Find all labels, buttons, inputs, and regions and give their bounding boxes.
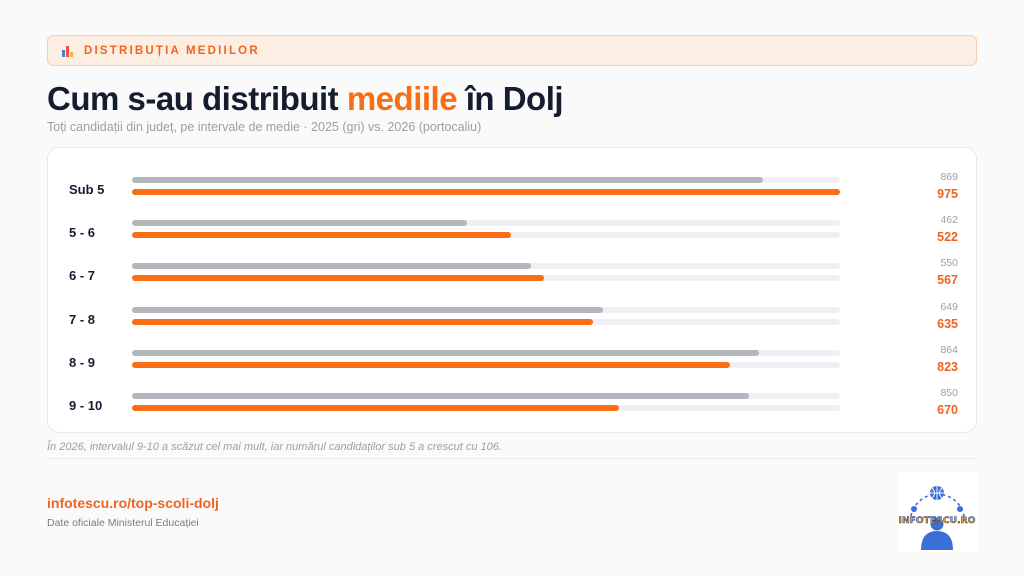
bar-track-2025 — [132, 177, 840, 183]
bar-track-2026 — [132, 232, 840, 239]
value-label-2025: 462 — [940, 214, 958, 227]
chart-row: 5 - 6 462 522 — [48, 214, 978, 248]
value-label-2025: 550 — [940, 257, 958, 270]
chart-card: Sub 5 869 975 5 - 6 462 522 6 - 7 550 567 7 - 8 64… — [47, 147, 977, 433]
chart-row: 6 - 7 550 567 — [48, 257, 978, 291]
value-label-2026: 975 — [937, 187, 958, 201]
section-tag: DISTRIBUȚIA MEDIILOR — [47, 35, 977, 66]
bar-2026 — [132, 405, 619, 411]
chart-row: Sub 5 869 975 — [48, 171, 978, 205]
category-label: 5 - 6 — [69, 225, 96, 241]
value-label-2025: 850 — [940, 387, 958, 399]
bar-track-2026 — [132, 318, 840, 325]
site-logo: INFOTESCU.RO — [897, 472, 978, 552]
source-link[interactable]: infotescu.ro/top-scoli-dolj — [47, 495, 219, 511]
bar-track-2026 — [132, 405, 840, 411]
bar-track-2025 — [132, 349, 840, 356]
footer-divider — [47, 458, 977, 459]
bar-2025 — [132, 220, 468, 227]
chart-row: 7 - 8 649 635 — [48, 301, 978, 335]
bar-2025 — [132, 393, 750, 399]
title-highlight: mediile — [346, 80, 458, 117]
chart-row: 8 - 9 864 823 — [48, 344, 978, 378]
bar-track-2025 — [132, 263, 840, 270]
bar-2026 — [132, 318, 594, 325]
chart-row: 9 - 10 850 670 — [48, 387, 978, 421]
footnote: În 2026, intervalul 9-10 a scăzut cel ma… — [47, 441, 502, 453]
page-subtitle: Toți candidații din județ, pe intervale … — [47, 120, 482, 134]
title-part-end: în Dolj — [457, 80, 564, 117]
bar-2025 — [132, 349, 760, 356]
category-label: 6 - 7 — [69, 268, 96, 284]
category-label: 7 - 8 — [69, 311, 96, 327]
value-label-2025: 864 — [940, 343, 958, 356]
bar-2026 — [132, 189, 840, 195]
source-credit: Date oficiale Ministerul Educației — [47, 517, 199, 529]
category-label: Sub 5 — [69, 182, 105, 197]
bar-track-2026 — [132, 189, 840, 195]
bar-track-2026 — [132, 275, 840, 282]
section-tag-label: DISTRIBUȚIA MEDIILOR — [84, 44, 260, 57]
bar-2026 — [132, 361, 730, 368]
value-label-2026: 670 — [937, 403, 958, 417]
bar-2025 — [132, 177, 764, 183]
category-label: 8 - 9 — [69, 354, 96, 370]
title-part-start: Cum s-au distribuit — [47, 80, 347, 117]
bar-2025 — [132, 263, 532, 270]
bar-2026 — [132, 275, 544, 282]
bar-2025 — [132, 306, 604, 313]
value-label-2025: 869 — [940, 171, 958, 183]
value-label-2025: 649 — [940, 300, 958, 313]
value-label-2026: 567 — [937, 273, 958, 288]
value-label-2026: 823 — [937, 359, 958, 374]
value-label-2026: 522 — [937, 230, 958, 245]
page-title: Cum s-au distribuit mediile în Dolj — [47, 80, 564, 118]
bar-2026 — [132, 232, 512, 239]
value-label-2026: 635 — [937, 316, 958, 331]
bar-chart-icon — [62, 45, 74, 57]
logo-text: INFOTESCU.RO — [899, 515, 976, 526]
category-label: 9 - 10 — [69, 398, 103, 413]
bar-track-2026 — [132, 361, 840, 368]
bar-track-2025 — [132, 393, 840, 399]
bar-track-2025 — [132, 220, 840, 227]
bar-track-2025 — [132, 306, 840, 313]
